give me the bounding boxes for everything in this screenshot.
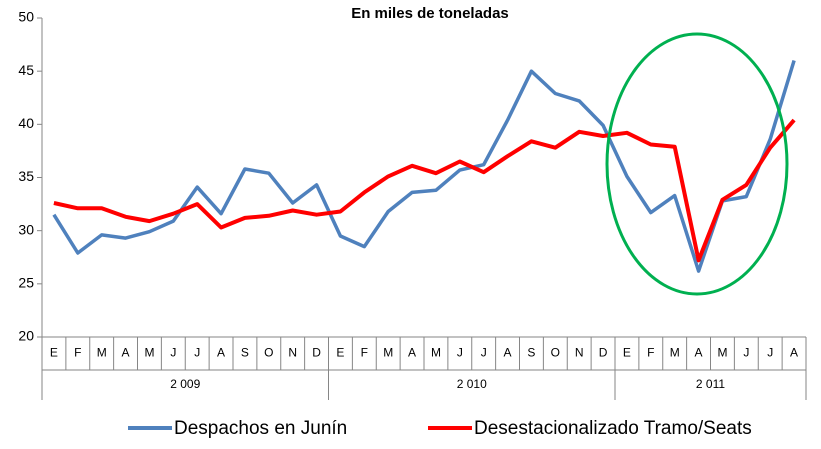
x-tick-label: A (122, 346, 130, 360)
x-tick-label: O (551, 346, 560, 360)
y-tick-label: 40 (18, 115, 34, 131)
x-tick-label: M (670, 346, 680, 360)
x-tick-label: N (288, 346, 297, 360)
x-tick-label: J (481, 346, 487, 360)
x-tick-label: F (647, 346, 654, 360)
x-tick-label: A (504, 346, 512, 360)
x-tick-label: A (408, 346, 416, 360)
x-tick-label: A (695, 346, 703, 360)
x-tick-label: J (767, 346, 773, 360)
series-line (52, 59, 796, 273)
x-tick-label: M (97, 346, 107, 360)
x-tick-label: E (623, 346, 631, 360)
x-tick-label: J (457, 346, 463, 360)
x-tick-label: F (361, 346, 368, 360)
x-tick-label: E (50, 346, 58, 360)
x-tick-label: S (241, 346, 249, 360)
x-tick-label: A (790, 346, 798, 360)
y-tick-label: 45 (18, 62, 34, 78)
x-tick-label: J (743, 346, 749, 360)
x-tick-label: M (431, 346, 441, 360)
x-tick-label: D (599, 346, 608, 360)
x-tick-label: D (312, 346, 321, 360)
y-tick-label: 30 (18, 221, 34, 237)
group-label: 2 011 (696, 377, 725, 391)
group-label: 2 009 (170, 377, 200, 391)
x-tick-label: E (336, 346, 344, 360)
x-tick-label: S (527, 346, 535, 360)
x-tick-label: M (144, 346, 154, 360)
x-tick-label: O (264, 346, 273, 360)
y-tick-label: 50 (18, 9, 34, 25)
x-tick-label: J (170, 346, 176, 360)
x-tick-label: F (74, 346, 81, 360)
legend-label: Desestacionalizado Tramo/Seats (474, 418, 752, 439)
y-tick-label: 35 (18, 168, 34, 184)
x-tick-label: M (383, 346, 393, 360)
x-tick-label: N (575, 346, 584, 360)
y-tick-label: 25 (18, 275, 34, 291)
series-line (53, 118, 796, 263)
x-tick-label: J (194, 346, 200, 360)
legend-label: Despachos en Junín (174, 418, 347, 439)
highlight-ellipse (605, 32, 789, 296)
group-label: 2 010 (457, 377, 487, 391)
x-tick-label: A (217, 346, 225, 360)
chart-title: En miles de toneladas (351, 5, 509, 22)
x-tick-label: M (717, 346, 727, 360)
y-tick-label: 20 (18, 328, 34, 344)
